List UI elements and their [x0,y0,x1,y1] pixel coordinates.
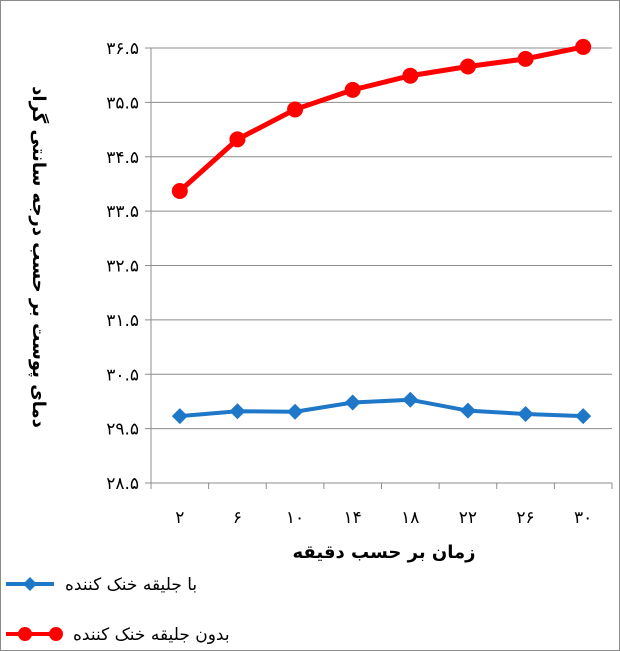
y-tick-label: ۳۲.۵ [106,257,139,277]
legend-swatch-diamond [23,577,37,591]
y-tick-label: ۳۴.۵ [106,148,139,168]
legend-label: بدون جلیقه خنک کننده [73,625,230,645]
y-axis-ticks: ۲۸.۵ ۲۹.۵ ۳۰.۵ ۳۱.۵ ۳۲.۵ ۳۳.۵ ۳۴.۵ ۳۵.۵ ۳۶.۵ [106,39,139,494]
data-point [575,38,592,55]
legend-label: با جلیقه خنک کننده [65,575,197,595]
data-point [229,131,246,148]
y-tick-label: ۳۳.۵ [106,202,139,222]
data-point [171,408,188,425]
x-tick-label: ۲ [175,508,184,528]
legend-swatch-circle [18,627,32,641]
y-tick-label: ۲۹.۵ [106,420,139,440]
data-point [171,183,188,200]
gridlines [151,47,612,430]
data-point [402,391,419,408]
legend-swatch-circle [49,627,63,641]
series-line [177,397,586,419]
data-point [575,408,592,425]
x-tick-label: ۶ [233,508,242,528]
y-tick-label: ۳۱.۵ [106,311,139,331]
data-point [229,403,246,420]
x-tick-label: ۲۶ [516,508,534,528]
data-point [402,67,419,84]
y-tick-label: ۲۸.۵ [106,474,139,494]
data-point [517,405,534,422]
series-line [177,44,586,194]
y-tick-label: ۳۶.۵ [106,39,139,59]
data-point [459,58,476,75]
data-point [459,402,476,419]
y-tick-label: ۳۵.۵ [106,93,139,113]
legend-item-without-vest: بدون جلیقه خنک کننده [6,625,230,645]
x-axis-title: زمان بر حسب دقیقه [293,542,476,563]
x-tick-label: ۳۰ [574,508,592,528]
data-point [287,101,304,118]
x-tick-label: ۱۸ [401,508,419,528]
x-tick-label: ۱۰ [286,508,304,528]
data-point [517,50,534,67]
data-point [344,394,361,411]
series-layer [171,38,592,425]
legend-item-with-vest: با جلیقه خنک کننده [6,575,197,595]
data-point [287,403,304,420]
x-tick-label: ۲۲ [459,508,477,528]
x-tick-label: ۱۴ [344,508,362,528]
y-tick-label: ۳۰.۵ [106,365,139,385]
axes [145,47,613,489]
legend: با جلیقه خنک کننده بدون جلیقه خنک کننده [6,575,230,645]
x-axis-ticks: ۲ ۶ ۱۰ ۱۴ ۱۸ ۲۲ ۲۶ ۳۰ [175,508,592,528]
data-point [344,81,361,98]
y-axis-title: دمای پوست بر حسب درجه سانتی گراد [28,86,50,428]
